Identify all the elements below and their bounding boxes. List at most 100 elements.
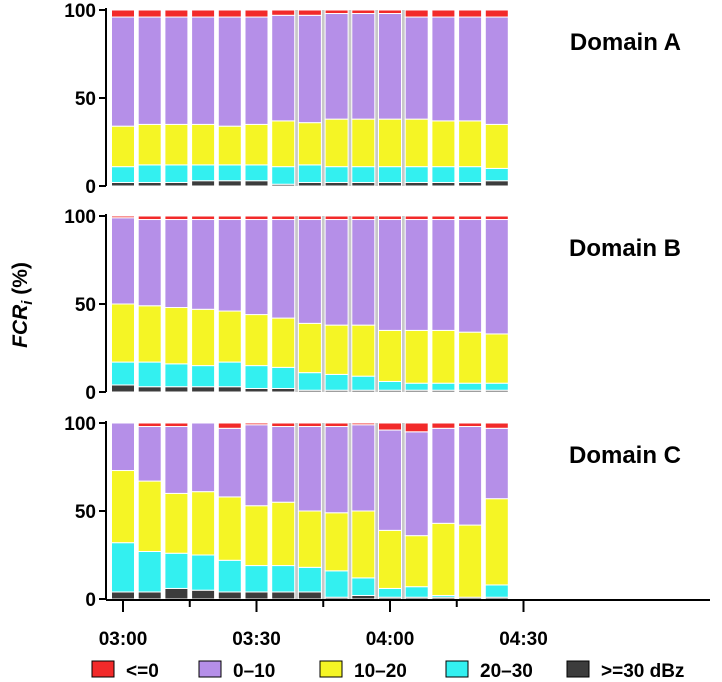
bar-segment	[484, 9, 509, 18]
bar-segment	[484, 382, 509, 391]
bar-segment	[137, 386, 162, 393]
bar-segment	[351, 577, 376, 596]
bar-segment	[404, 422, 429, 433]
bar-segment	[484, 584, 509, 598]
domain-label: Domain A	[570, 29, 681, 56]
bar-segment	[111, 215, 135, 219]
y-tick-label: 50	[75, 502, 96, 523]
y-tick-label: 0	[85, 590, 96, 611]
bar-segment	[378, 181, 402, 187]
bar-segment	[271, 120, 296, 168]
x-tick-label: 03:00	[99, 629, 148, 650]
bar-segment	[191, 589, 216, 600]
bar-segment	[271, 366, 296, 389]
bar-segment	[164, 16, 189, 125]
legend-label: 10–20	[354, 661, 407, 682]
bar-segment	[217, 422, 242, 429]
bar-segment	[164, 587, 189, 600]
bar-segment	[297, 422, 322, 428]
bar-segment	[378, 219, 402, 331]
bar-segment	[191, 9, 216, 18]
legend-swatch	[91, 660, 115, 678]
bar-segment	[244, 365, 269, 389]
bar-segment	[297, 591, 322, 600]
bar-segment	[164, 181, 189, 187]
bar-segment	[111, 470, 135, 544]
panel-1: 0 50 100 Domain A	[64, 1, 681, 198]
bar-segment	[484, 180, 509, 187]
domain-label: Domain C	[569, 442, 681, 469]
bar-segment	[431, 120, 456, 168]
bar-segment	[271, 426, 296, 503]
bar-segment	[351, 181, 376, 187]
bar-segment	[378, 215, 402, 221]
bar-segment	[351, 118, 376, 168]
bar-segment	[404, 382, 429, 391]
bar-segment	[431, 329, 456, 384]
bar-segment	[271, 591, 296, 600]
bar-segment	[244, 387, 269, 393]
bar-segment	[217, 125, 242, 166]
bar-segment	[351, 594, 376, 600]
bar-segment	[458, 181, 483, 187]
bar-segment	[271, 422, 296, 428]
bar-segment	[164, 552, 189, 589]
bar-segment	[217, 215, 242, 221]
legend-item: 20–30	[445, 660, 533, 682]
bar-segment	[137, 215, 162, 221]
bar-segment	[297, 372, 322, 391]
bar-segment	[191, 554, 216, 591]
panel-2: 0 50 100 Domain B	[64, 207, 681, 404]
bar-segment	[271, 501, 296, 567]
bar-segment	[378, 9, 402, 15]
bar-segment	[137, 426, 162, 482]
bar-segment	[244, 123, 269, 166]
y-tick-label: 0	[85, 177, 96, 198]
bar-segment	[164, 9, 189, 18]
bar-segment	[431, 181, 456, 187]
bar-segment	[244, 424, 269, 507]
bar-segment	[404, 16, 429, 120]
bar-segment	[164, 422, 189, 428]
bar-segment	[244, 219, 269, 316]
bar-segment	[111, 422, 135, 472]
y-axis-label-unit: (%)	[9, 262, 32, 301]
bar-segment	[137, 550, 162, 593]
bar-segment	[164, 492, 189, 554]
bar-segment	[217, 16, 242, 127]
bar-segment	[484, 219, 509, 335]
x-tick-label: 04:00	[366, 629, 415, 650]
bar-segment	[297, 566, 322, 593]
bar-segment	[324, 13, 349, 120]
bar-segment	[111, 542, 135, 593]
legend-swatch	[566, 660, 590, 678]
bar-segment	[164, 123, 189, 166]
bar-segment	[191, 123, 216, 166]
y-tick-label: 50	[75, 295, 96, 316]
legend-item: 10–20	[319, 660, 407, 682]
bar-segment	[351, 375, 376, 391]
domain-label: Domain B	[569, 235, 681, 262]
y-axis-label-subscript: i	[19, 300, 36, 305]
bar-segment	[324, 324, 349, 375]
bar-segment	[164, 363, 189, 388]
bar-segment	[191, 215, 216, 221]
bar-segment	[191, 164, 216, 182]
x-tick-label: 03:30	[232, 629, 281, 650]
bar-segment	[431, 219, 456, 331]
bar-segment	[217, 386, 242, 393]
legend-item: <=0	[91, 660, 159, 682]
y-tick-label: 0	[85, 383, 96, 404]
bar-segment	[351, 219, 376, 326]
bar-segment	[137, 9, 162, 18]
bar-segment	[404, 586, 429, 598]
bar-segment	[351, 166, 376, 183]
bar-segment	[404, 118, 429, 168]
bar-segment	[431, 427, 456, 524]
bar-segment	[244, 180, 269, 187]
bar-segment	[378, 329, 402, 382]
legend-item: 0–10	[198, 660, 275, 682]
bar-segment	[217, 427, 242, 498]
bar-segment	[324, 512, 349, 572]
bar-segment	[458, 422, 483, 428]
